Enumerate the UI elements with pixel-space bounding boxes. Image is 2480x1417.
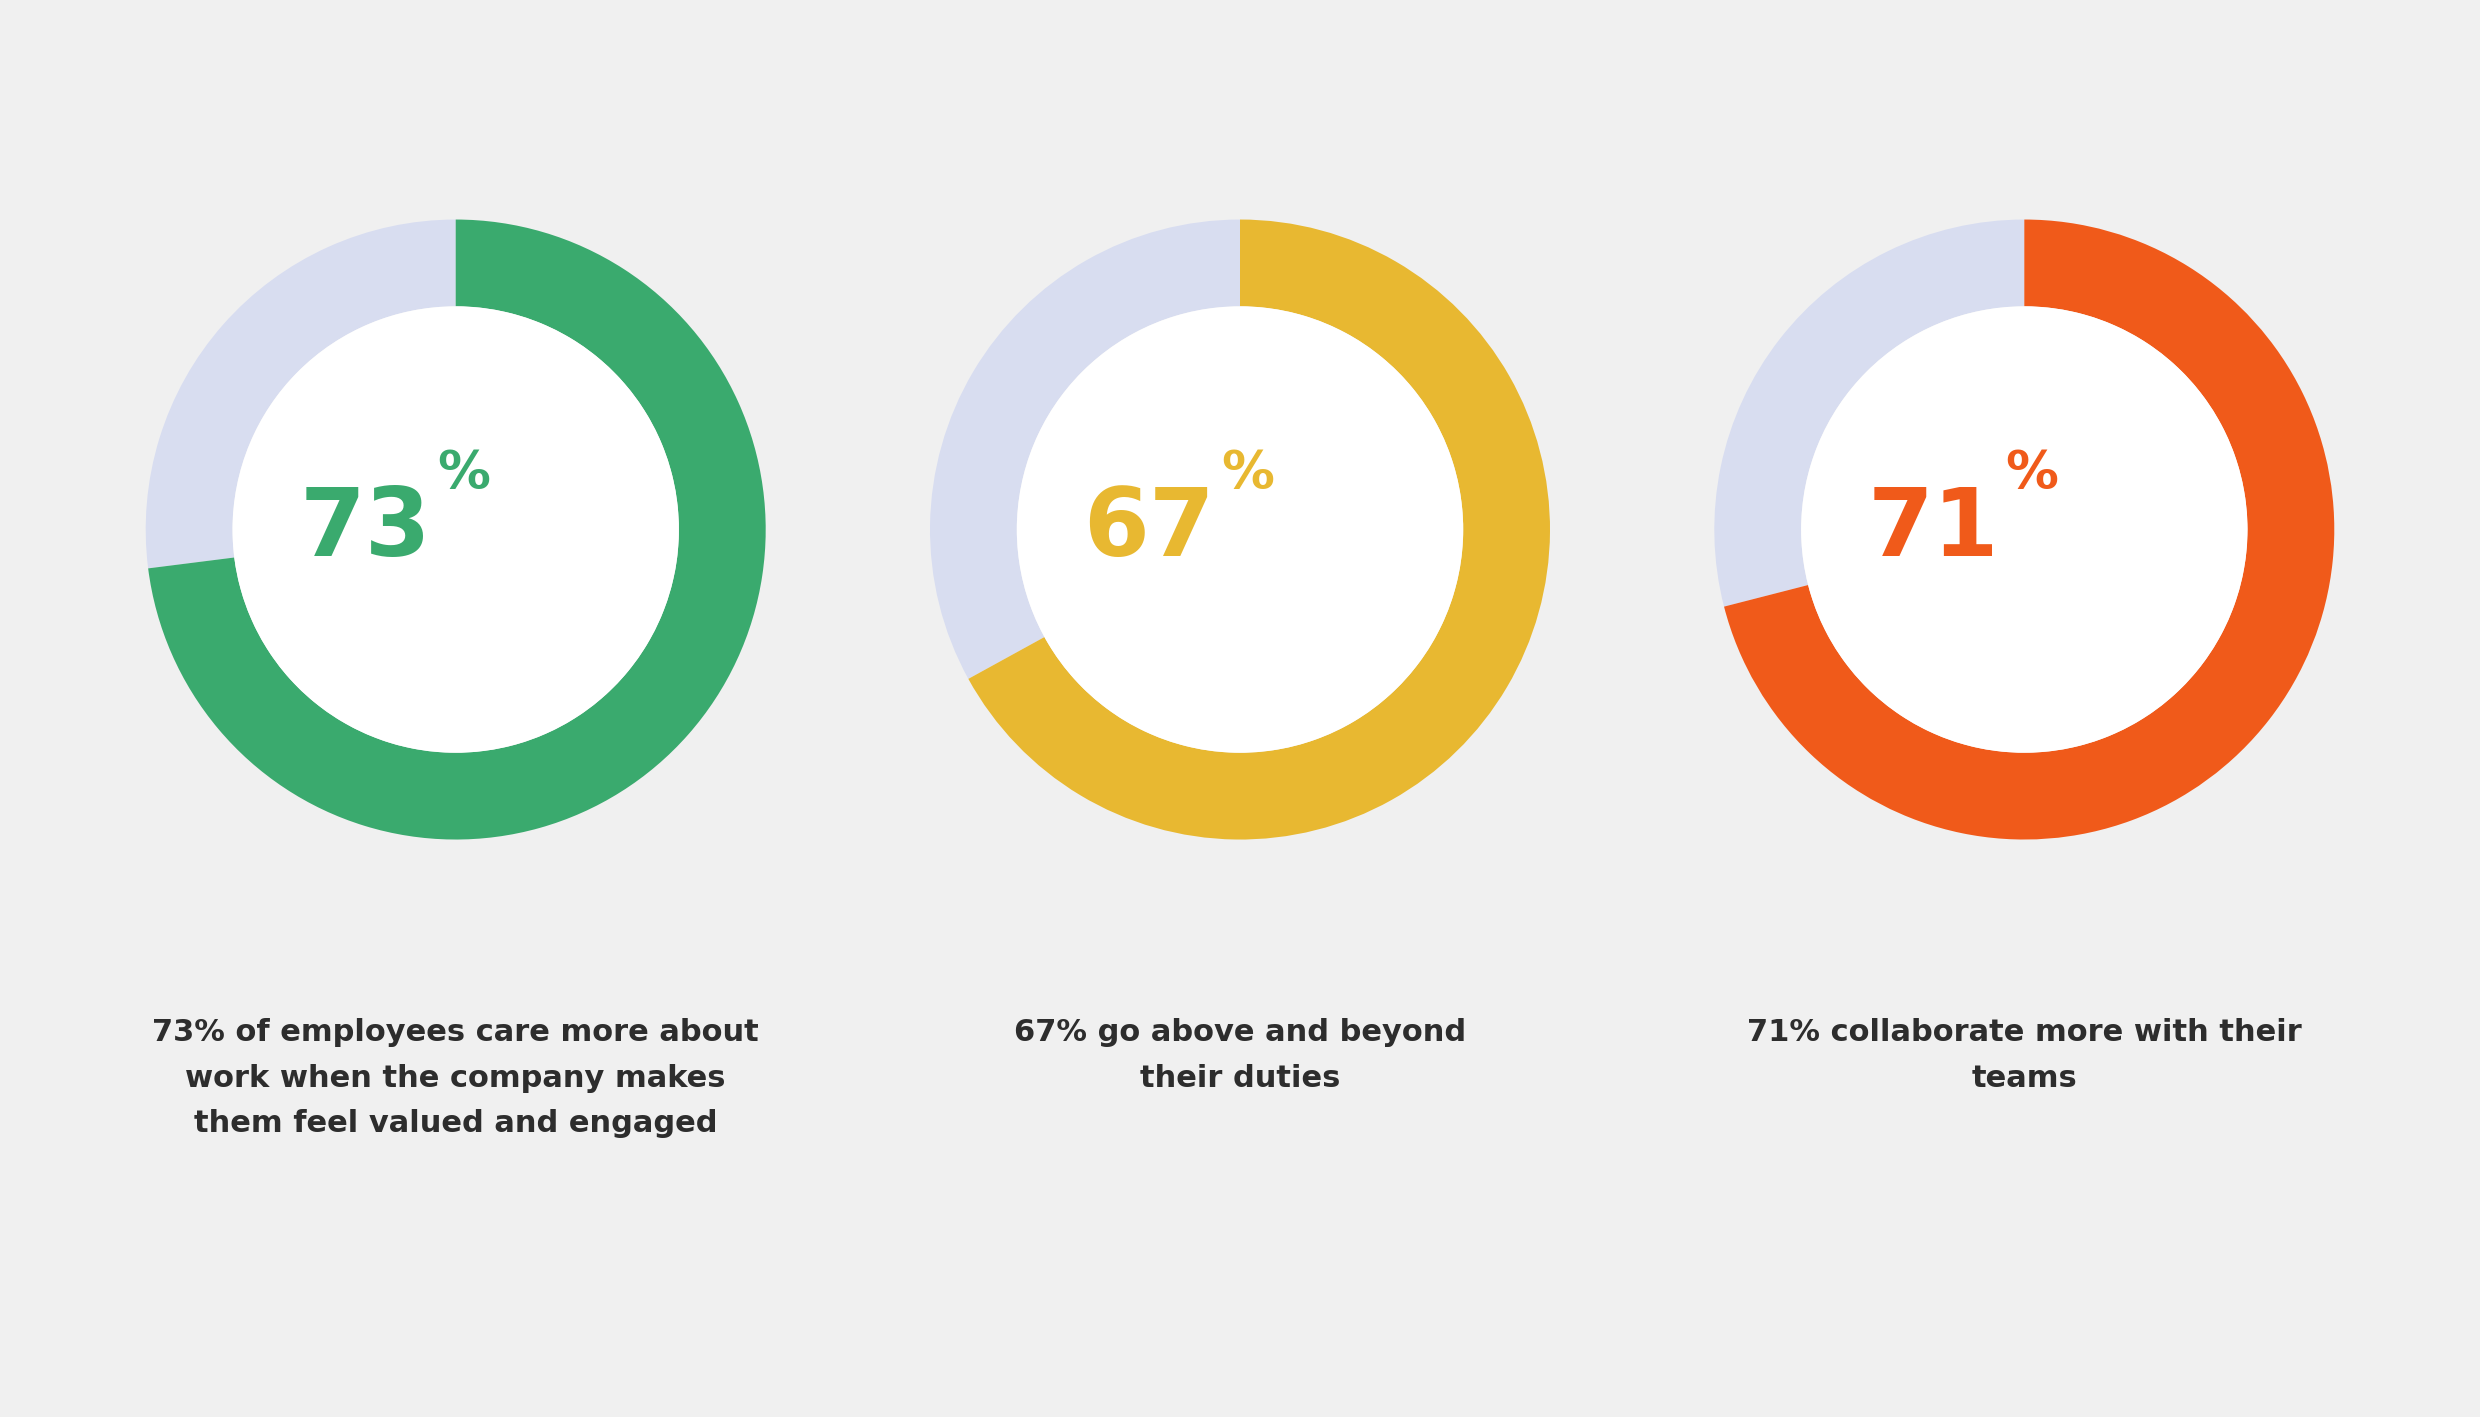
- Text: %: %: [436, 448, 491, 500]
- Circle shape: [233, 306, 680, 752]
- Text: 73: 73: [300, 483, 432, 575]
- Wedge shape: [149, 220, 766, 839]
- Text: %: %: [2006, 448, 2058, 500]
- Text: 67% go above and beyond
their duties: 67% go above and beyond their duties: [1014, 1019, 1466, 1093]
- Wedge shape: [1714, 220, 2024, 606]
- Circle shape: [1017, 306, 1463, 752]
- Text: 73% of employees care more about
work when the company makes
them feel valued an: 73% of employees care more about work wh…: [151, 1019, 759, 1138]
- Wedge shape: [930, 220, 1240, 679]
- Text: 67: 67: [1084, 483, 1215, 575]
- Wedge shape: [1724, 220, 2334, 839]
- Text: 71% collaborate more with their
teams: 71% collaborate more with their teams: [1746, 1019, 2301, 1093]
- Text: 71: 71: [1867, 483, 1999, 575]
- Wedge shape: [146, 220, 456, 568]
- Wedge shape: [967, 220, 1550, 839]
- Circle shape: [1800, 306, 2247, 752]
- Text: %: %: [1223, 448, 1275, 500]
